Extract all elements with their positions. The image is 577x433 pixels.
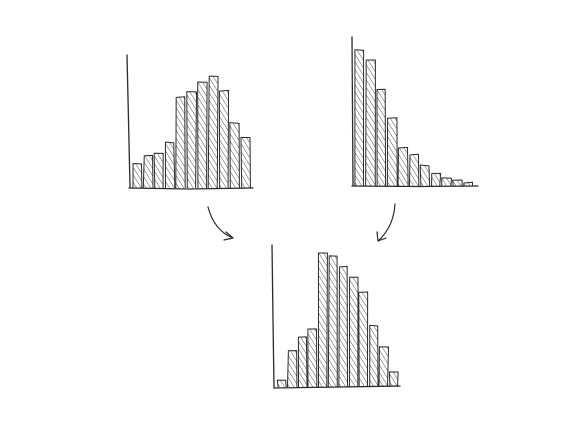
chart-right-bar xyxy=(408,153,420,187)
chart-left-bar xyxy=(142,154,154,189)
chart-left-bar xyxy=(132,163,143,189)
chart-right-bar xyxy=(365,59,376,187)
chart-output-bar xyxy=(388,371,399,388)
chart-right-y-axis xyxy=(351,36,354,187)
chart-output-bar xyxy=(338,265,348,388)
chart-right-bar xyxy=(452,179,463,187)
chart-output-bar xyxy=(369,324,379,388)
chart-right-bars xyxy=(354,49,474,187)
chart-right-bar xyxy=(397,146,409,187)
chart-left-x-axis xyxy=(128,187,254,190)
chart-right-bar xyxy=(463,181,474,187)
chart-left-bar xyxy=(153,152,164,189)
chart-output-bar xyxy=(297,336,308,388)
chart-output-bar xyxy=(358,291,369,388)
chart-output-bars xyxy=(276,252,399,388)
arrow-right-to-output xyxy=(376,203,396,242)
chart-right-x-axis xyxy=(351,185,479,188)
chart-right-bar xyxy=(419,164,431,187)
chart-left-bar xyxy=(197,81,208,189)
chart-output-bar xyxy=(276,379,287,388)
chart-left-bar xyxy=(164,141,176,189)
chart-left-histogram xyxy=(126,54,254,190)
chart-output-bar xyxy=(378,346,390,388)
chart-output-bar xyxy=(307,328,318,388)
chart-left-bar xyxy=(186,91,198,189)
chart-right-bar xyxy=(376,88,387,187)
chart-left-y-axis xyxy=(126,54,131,188)
chart-output-histogram xyxy=(271,244,401,389)
chart-left-bar xyxy=(229,122,240,189)
chart-right-histogram xyxy=(351,36,479,188)
chart-right-bar xyxy=(431,172,442,187)
chart-right-bar xyxy=(386,117,398,187)
chart-output-bar xyxy=(317,252,328,388)
arrow-left-to-output xyxy=(207,206,234,241)
chart-left-bar xyxy=(218,89,230,189)
chart-left-bar xyxy=(240,137,251,189)
chart-output-bar xyxy=(348,276,359,388)
chart-left-bars xyxy=(132,75,251,189)
chart-left-bar xyxy=(207,75,219,189)
chart-right-bar xyxy=(441,177,453,187)
chart-output-bar xyxy=(327,255,338,388)
chart-left-bar xyxy=(175,96,186,189)
chart-output-y-axis xyxy=(271,244,275,389)
chart-right-bar xyxy=(354,49,365,187)
chart-output-bar xyxy=(286,350,298,388)
